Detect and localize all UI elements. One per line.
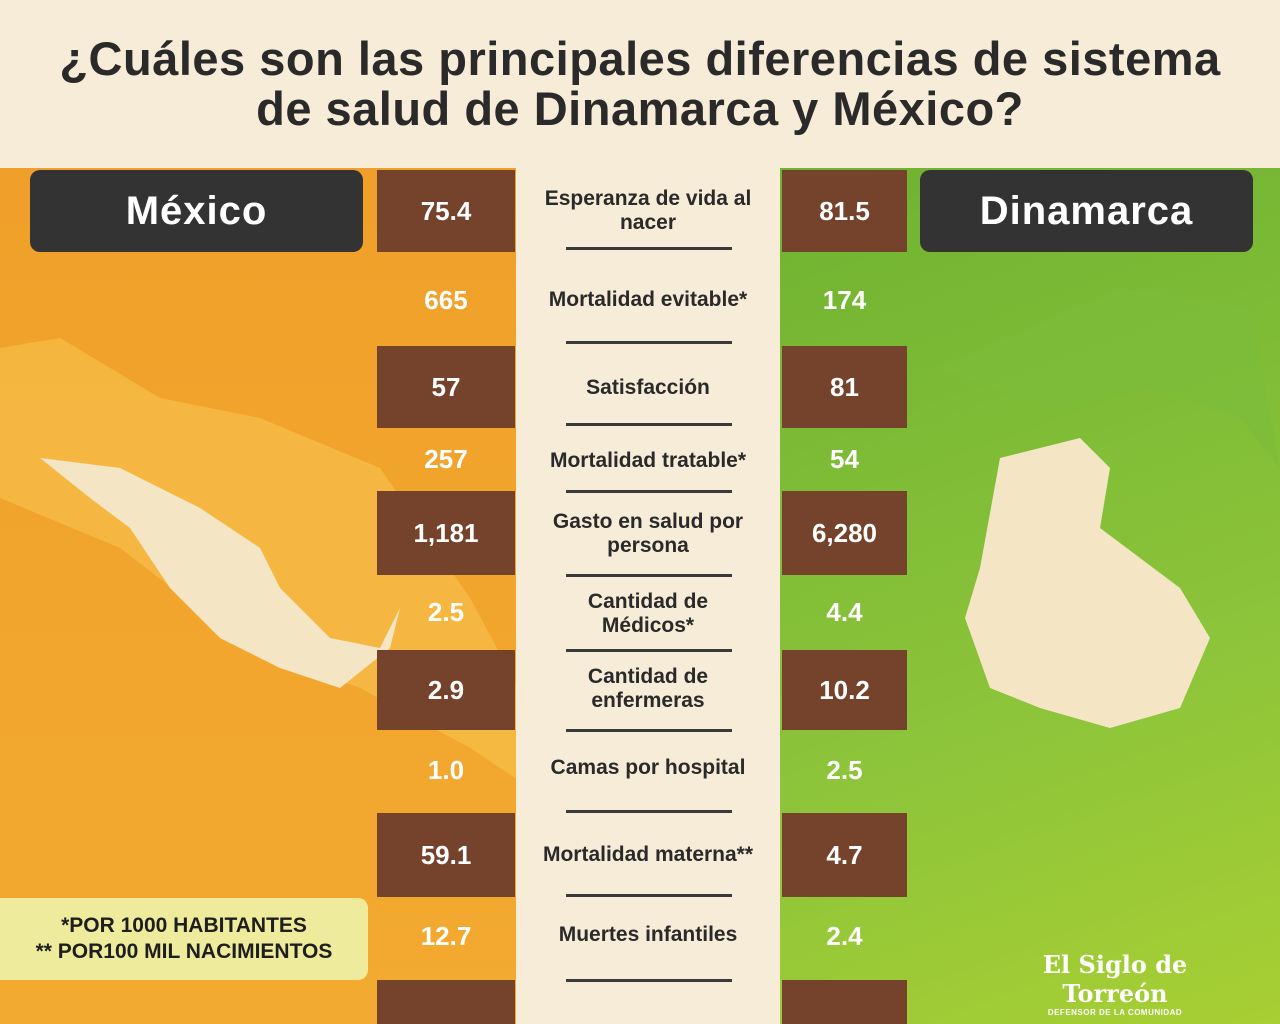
- denmark-region: [940, 288, 1280, 468]
- mexico-value: 1,181: [377, 491, 515, 575]
- separator: [566, 894, 732, 897]
- denmark-value: 81: [782, 346, 907, 428]
- denmark-value: 4.7: [782, 813, 907, 897]
- country-label: Dinamarca: [920, 170, 1253, 252]
- denmark-value: 54: [830, 444, 859, 474]
- label-column: [516, 168, 780, 1024]
- denmark-map: [965, 438, 1210, 728]
- logo-name: El Siglo de Torreón: [1042, 950, 1188, 1008]
- indicator-label: Esperanza de vida al nacer: [544, 187, 752, 234]
- denmark-value: 174: [822, 284, 867, 315]
- mexico-map: [40, 458, 400, 688]
- indicator-label: Muertes infantiles: [558, 923, 738, 946]
- denmark-value: 81.5: [782, 170, 907, 252]
- mexico-value: 665: [424, 284, 468, 315]
- denmark-value: 4.4: [826, 597, 863, 627]
- mexico-value: 1.0: [427, 755, 465, 785]
- mexico-value: 2.5: [427, 597, 465, 627]
- separator: [566, 574, 732, 577]
- footnotes: *POR 1000 HABITANTES ** POR100 MIL NACIM…: [0, 898, 368, 980]
- logo: El Siglo de Torreón DEFENSOR DE LA COMUN…: [990, 950, 1240, 1017]
- mexico-value: 257: [424, 444, 468, 474]
- denmark-value: 2.4: [826, 921, 863, 951]
- header: ¿Cuáles son las principales diferencias …: [0, 0, 1280, 168]
- mexico-value: 59.1: [377, 813, 515, 897]
- separator: [566, 247, 732, 250]
- row-box: [782, 980, 907, 1024]
- separator: [566, 979, 732, 982]
- indicator-label: Mortalidad evitable*: [548, 288, 748, 311]
- separator: [566, 810, 732, 813]
- separator: [566, 490, 732, 493]
- indicator-label: Cantidad de Médicos*: [587, 590, 709, 637]
- mexico-value: 2.9: [377, 650, 515, 730]
- separator: [566, 729, 732, 732]
- mexico-value: 75.4: [377, 170, 515, 252]
- row-box: [377, 980, 515, 1024]
- mexico-value: 57: [377, 346, 515, 428]
- indicator-label: Mortalidad tratable*: [549, 449, 747, 472]
- separator: [566, 423, 732, 426]
- indicator-label: Cantidad de enfermeras: [587, 665, 709, 712]
- logo-tagline: DEFENSOR DE LA COMUNIDAD: [1047, 1008, 1183, 1017]
- title: ¿Cuáles son las principales diferencias …: [59, 32, 1221, 135]
- mexico-value: 12.7: [420, 921, 472, 951]
- denmark-value: 2.5: [826, 755, 863, 785]
- indicator-label: Mortalidad materna**: [542, 843, 754, 866]
- separator: [566, 341, 732, 344]
- indicator-label: Camas por hospital: [550, 756, 746, 779]
- country-label: México: [30, 170, 363, 252]
- separator: [566, 649, 732, 652]
- indicator-label: Gasto en salud por persona: [552, 510, 744, 557]
- denmark-value: 10.2: [782, 650, 907, 730]
- indicator-label: Satisfacción: [586, 376, 710, 399]
- denmark-value: 6,280: [782, 491, 907, 575]
- footnote: *POR 1000 HABITANTES: [61, 914, 307, 937]
- footnote: ** POR100 MIL NACIMIENTOS: [35, 940, 333, 963]
